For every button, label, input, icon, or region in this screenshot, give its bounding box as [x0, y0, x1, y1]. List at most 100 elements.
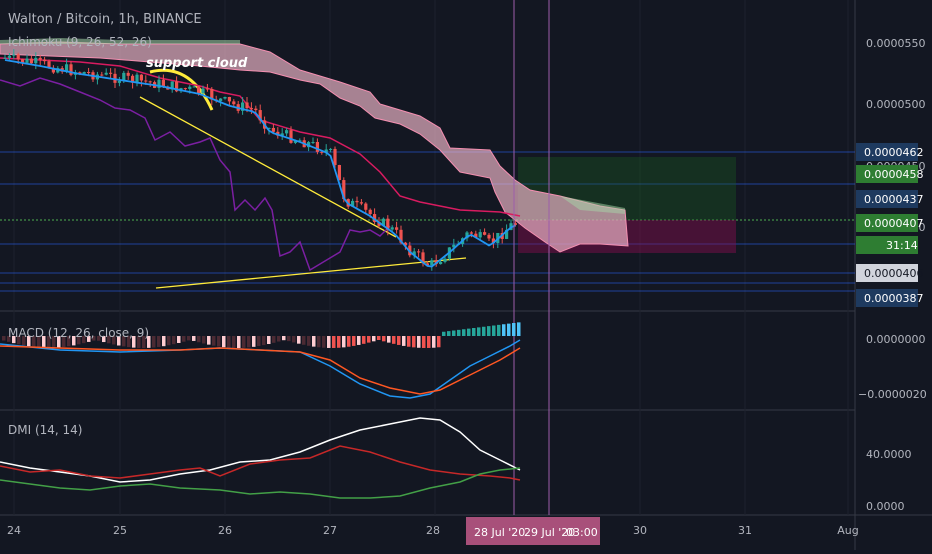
- macd-bar: [22, 336, 26, 346]
- macd-bar: [262, 336, 266, 346]
- symbol-title: Walton / Bitcoin, 1h, BINANCE: [8, 12, 202, 27]
- candle-body: [311, 141, 315, 143]
- macd-bar: [117, 336, 121, 346]
- candle-body: [201, 88, 205, 94]
- macd-bar: [482, 326, 486, 336]
- macd-bar: [127, 336, 131, 348]
- candle-body: [157, 79, 161, 88]
- candle-body: [271, 127, 275, 132]
- candle-body: [505, 229, 509, 239]
- candle-body: [465, 232, 469, 239]
- macd-bar: [2, 336, 6, 341]
- candle-body: [126, 72, 130, 76]
- macd-bar: [502, 324, 506, 336]
- time-axis-label: 31: [738, 524, 752, 537]
- macd-bar: [112, 336, 116, 345]
- candle-body: [293, 140, 297, 143]
- candle-body: [254, 108, 258, 111]
- macd-bar: [122, 336, 126, 347]
- macd-bar: [472, 328, 476, 336]
- macd-bar: [92, 336, 96, 341]
- macd-bar: [182, 336, 186, 342]
- candle-body: [148, 81, 152, 83]
- macd-bar: [157, 336, 161, 347]
- candle-body: [188, 86, 192, 89]
- macd-bar: [267, 336, 271, 345]
- candle-body: [324, 149, 328, 153]
- candle-body: [381, 218, 385, 226]
- time-axis-label: 30: [633, 524, 647, 537]
- ichimoku-cloud-bull-right: [560, 196, 625, 214]
- macd-bar: [137, 336, 141, 348]
- macd-bar: [447, 331, 451, 336]
- macd-bar: [462, 329, 466, 336]
- ichimoku-legend[interactable]: Ichimoku (9, 26, 52, 26): [8, 35, 152, 49]
- cursor-date-label: 28 Jul '20: [474, 526, 525, 539]
- dmi-tick-label: 0.0000: [866, 500, 905, 513]
- candle-body: [87, 72, 91, 74]
- candle-body: [43, 59, 47, 62]
- macd-bar: [352, 336, 356, 346]
- macd-bar: [467, 328, 471, 336]
- macd-bar: [227, 336, 231, 348]
- candle-body: [399, 229, 403, 243]
- trendline-support: [155, 257, 467, 289]
- macd-bar: [47, 336, 51, 348]
- macd-bar: [107, 336, 111, 344]
- macd-bar: [282, 336, 286, 341]
- macd-legend[interactable]: MACD (12, 26, close, 9): [8, 326, 150, 340]
- macd-bar: [417, 336, 421, 348]
- lagging-span-line: [0, 77, 391, 272]
- macd-bar: [372, 336, 376, 342]
- macd-bar: [162, 336, 166, 347]
- macd-histogram: [2, 322, 521, 348]
- macd-bar: [277, 336, 281, 342]
- macd-bar: [387, 336, 391, 343]
- support-cloud-annotation: support cloud: [146, 56, 248, 71]
- candle-body: [364, 203, 368, 210]
- macd-bar: [452, 330, 456, 336]
- macd-bar: [347, 336, 351, 347]
- price-badge: [856, 289, 918, 307]
- candle-body: [258, 110, 262, 121]
- macd-bar: [167, 336, 171, 346]
- candle-body: [395, 227, 399, 230]
- macd-bar: [377, 336, 381, 341]
- signal-line: [0, 345, 521, 395]
- macd-bar: [332, 336, 336, 348]
- macd-bar: [42, 336, 46, 348]
- macd-bar: [432, 336, 436, 348]
- candle-body: [139, 74, 143, 81]
- macd-bar: [102, 336, 106, 343]
- candle-body: [109, 72, 113, 74]
- macd-bar: [142, 336, 146, 348]
- macd-bar: [272, 336, 276, 343]
- price-badge-label: 0.0000462: [864, 146, 924, 159]
- candle-body: [474, 233, 478, 238]
- dmi-legend[interactable]: DMI (14, 14): [8, 423, 83, 437]
- candle-body: [289, 130, 293, 143]
- macd-bar: [317, 336, 321, 348]
- di-plus-line: [0, 467, 521, 499]
- candle-body: [223, 96, 227, 99]
- candle-body: [417, 251, 421, 253]
- candle-body: [478, 232, 482, 238]
- candle-body: [100, 74, 104, 76]
- candle-body: [280, 133, 284, 136]
- candle-body: [337, 165, 341, 181]
- candle-body: [227, 96, 231, 102]
- candle-body: [25, 58, 29, 63]
- candles: [3, 49, 517, 271]
- conversion-line: [4, 59, 516, 268]
- candle-body: [117, 80, 121, 83]
- candle-body: [452, 244, 456, 248]
- candle-body: [12, 54, 16, 56]
- macd-bar: [292, 336, 296, 343]
- price-badge: [856, 165, 918, 183]
- candle-body: [69, 64, 73, 75]
- candle-body: [82, 72, 86, 74]
- candle-body: [439, 261, 443, 265]
- di-minus-line: [0, 445, 521, 481]
